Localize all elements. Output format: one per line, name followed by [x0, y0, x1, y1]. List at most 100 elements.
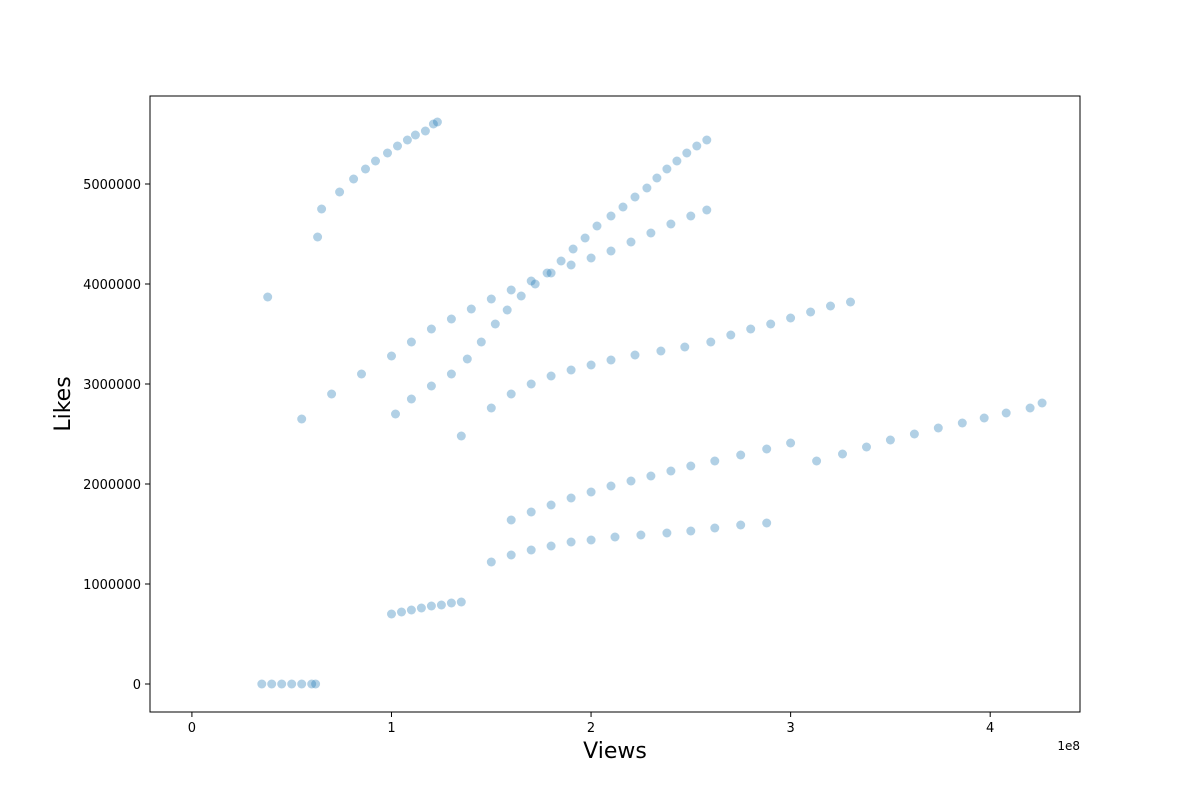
data-point [406, 605, 416, 615]
data-point [786, 438, 796, 448]
data-point [462, 354, 472, 364]
data-point [410, 130, 420, 140]
data-point [556, 256, 566, 266]
data-point [846, 297, 855, 307]
data-point [263, 292, 273, 302]
data-point [826, 301, 835, 311]
data-point [646, 471, 656, 481]
data-point [666, 466, 676, 476]
data-point [566, 537, 576, 547]
x-tick-label: 4 [986, 721, 994, 736]
data-point [710, 456, 720, 466]
y-axis-ticks: 0 1000000 2000000 3000000 4000000 5000000 [83, 178, 150, 693]
data-point [806, 307, 816, 317]
data-point [566, 260, 576, 270]
data-points [257, 117, 1047, 689]
data-point [610, 532, 620, 542]
data-point [652, 173, 662, 183]
data-point [416, 603, 426, 613]
data-point [606, 355, 616, 365]
data-point [762, 518, 772, 528]
data-point [666, 219, 676, 229]
data-point [502, 305, 512, 315]
data-point [736, 520, 746, 530]
data-point [626, 237, 636, 247]
x-axis-label: Views [583, 739, 647, 764]
data-point [1037, 398, 1047, 408]
data-point [702, 205, 712, 215]
data-point [726, 330, 736, 340]
data-point [426, 381, 436, 391]
data-point [762, 444, 772, 454]
data-point [546, 268, 556, 278]
data-point [546, 371, 556, 381]
data-point [1001, 408, 1011, 418]
data-point [838, 449, 847, 459]
data-point [586, 535, 596, 545]
data-point [1025, 403, 1035, 413]
data-point [586, 487, 596, 497]
data-point [516, 291, 526, 301]
data-point [606, 481, 616, 491]
data-point [335, 187, 345, 197]
data-point [586, 360, 596, 370]
data-point [406, 394, 416, 404]
data-point [327, 389, 337, 399]
data-point [456, 597, 466, 607]
data-point [387, 609, 396, 619]
data-point [526, 276, 536, 286]
data-point [662, 528, 672, 538]
data-point [426, 601, 436, 611]
y-tick-label: 0 [133, 678, 141, 693]
data-point [586, 253, 596, 263]
data-point [393, 141, 402, 151]
data-point [933, 423, 943, 433]
x-tick-label: 3 [786, 721, 794, 736]
data-point [642, 183, 652, 193]
data-point [618, 202, 628, 212]
data-point [546, 541, 556, 551]
data-point [957, 418, 967, 428]
data-point [626, 476, 636, 486]
data-point [710, 523, 720, 533]
data-point [397, 607, 406, 617]
data-point [277, 679, 287, 689]
data-point [506, 515, 516, 525]
data-point [862, 442, 871, 452]
data-point [436, 600, 446, 610]
data-point [432, 117, 442, 127]
data-point [446, 369, 456, 379]
data-point [506, 285, 516, 295]
data-point [486, 294, 496, 304]
data-point [287, 679, 297, 689]
data-point [706, 337, 716, 347]
data-point [592, 221, 602, 231]
data-point [686, 211, 696, 221]
data-point [606, 246, 616, 256]
data-point [506, 550, 516, 560]
data-point [466, 304, 476, 314]
data-point [909, 429, 919, 439]
data-point [349, 174, 359, 184]
data-point [542, 268, 552, 278]
data-point [297, 679, 307, 689]
data-point [406, 337, 416, 347]
data-point [630, 350, 640, 360]
data-point [456, 431, 466, 441]
data-point [885, 435, 895, 445]
data-point [636, 530, 646, 540]
data-point [426, 324, 436, 334]
y-tick-label: 1000000 [83, 578, 141, 593]
data-point [402, 135, 412, 145]
data-point [317, 204, 327, 214]
data-point [656, 346, 666, 356]
data-point [446, 314, 456, 324]
data-point [371, 156, 380, 166]
data-point [506, 389, 516, 399]
data-point [526, 507, 536, 517]
data-point [486, 557, 496, 567]
data-point [313, 232, 323, 242]
data-point [391, 409, 400, 419]
